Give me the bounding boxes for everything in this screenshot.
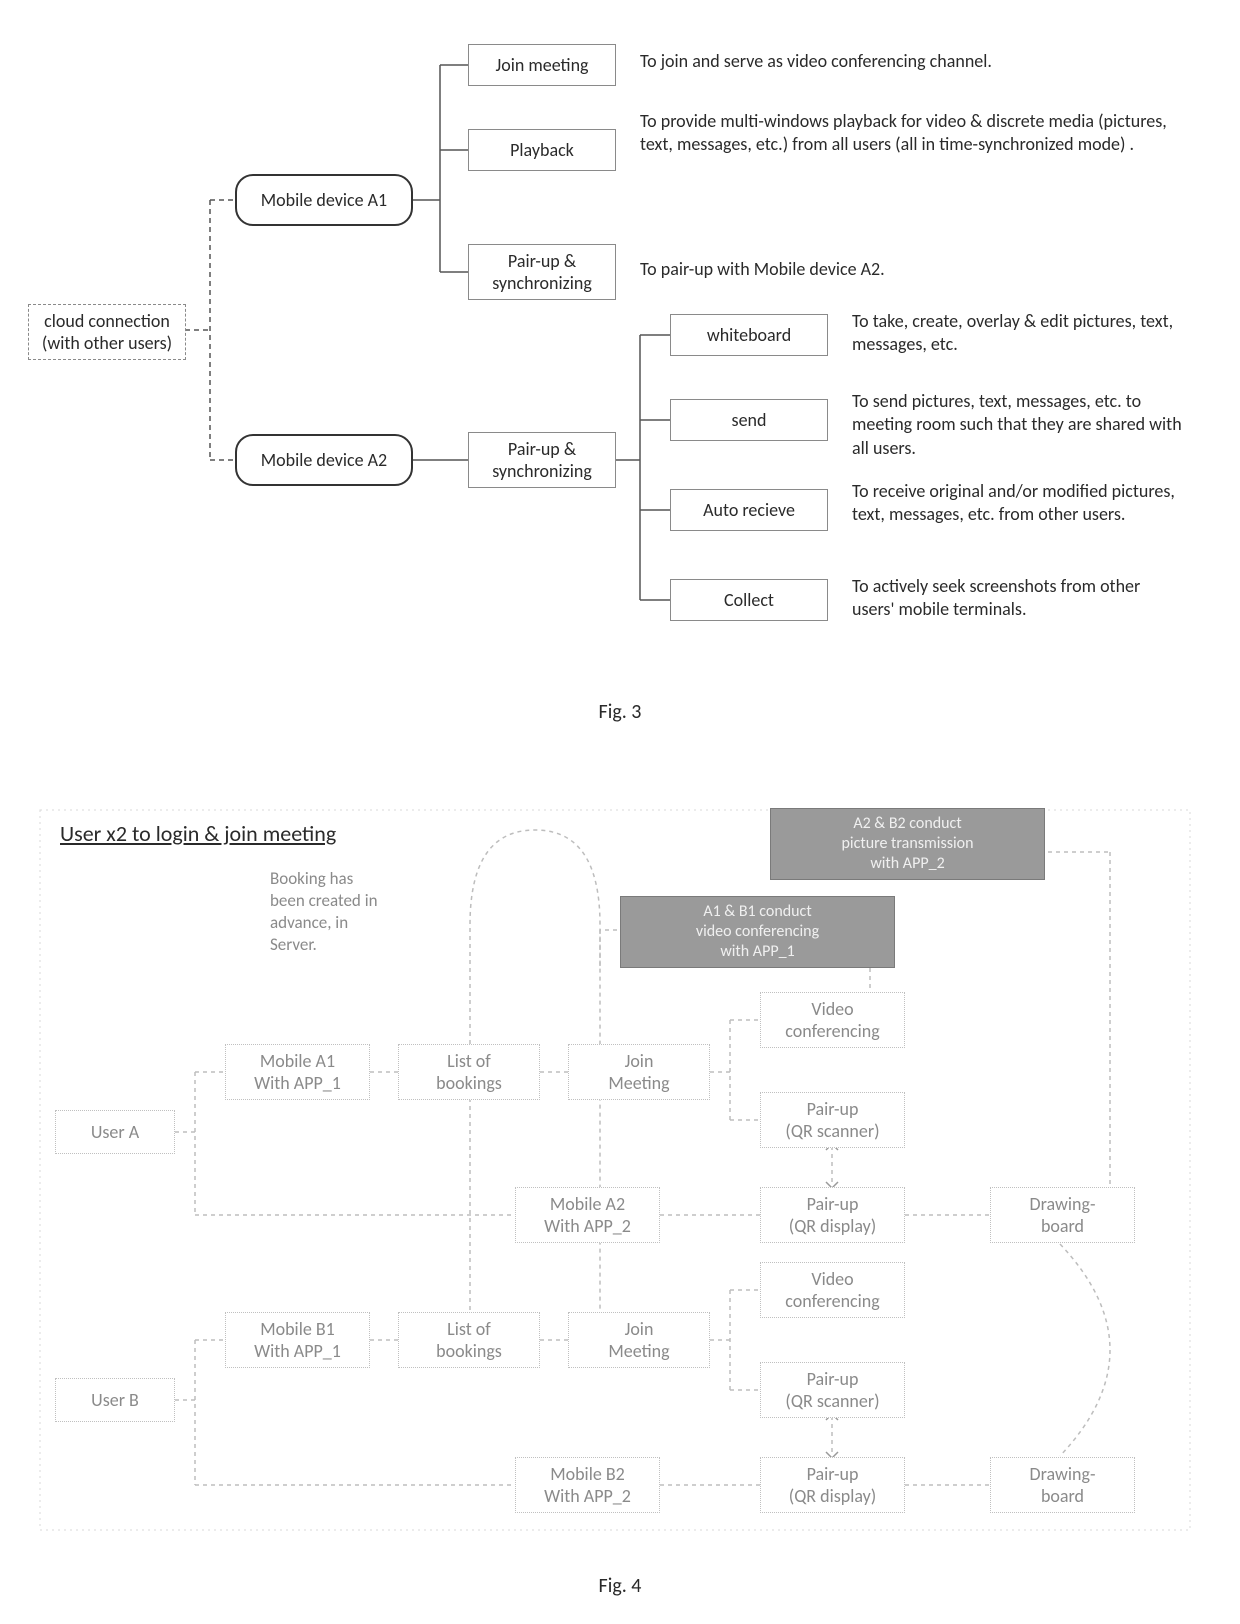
a1-join-desc: To join and serve as video conferencing … xyxy=(640,50,1200,73)
a2-send-box: send xyxy=(670,399,828,441)
mobile-a1-app-label: Mobile A1 With APP_1 xyxy=(254,1050,341,1095)
drawing-b-box: Drawing- board xyxy=(990,1457,1135,1513)
pair-scan-a-box: Pair-up (QR scanner) xyxy=(760,1092,905,1148)
pair-disp-b-box: Pair-up (QR display) xyxy=(760,1457,905,1513)
a2-auto-desc: To receive original and/or modified pict… xyxy=(852,480,1182,527)
join-b-box: Join Meeting xyxy=(568,1312,710,1368)
gray-callout-1: A1 & B1 conduct video conferencing with … xyxy=(620,896,895,968)
list-b-label: List of bookings xyxy=(436,1318,502,1363)
list-a-label: List of bookings xyxy=(436,1050,502,1095)
a2-send-desc: To send pictures, text, messages, etc. t… xyxy=(852,390,1182,460)
pair-disp-a-label: Pair-up (QR display) xyxy=(789,1193,877,1238)
mobile-b1-app-box: Mobile B1 With APP_1 xyxy=(225,1312,370,1368)
cloud-connection-label: cloud connection (with other users) xyxy=(37,310,177,355)
a2-whiteboard-box: whiteboard xyxy=(670,314,828,356)
join-b-label: Join Meeting xyxy=(608,1318,669,1363)
mobile-a1-box: Mobile device A1 xyxy=(235,174,413,226)
a1-pair-desc: To pair-up with Mobile device A2. xyxy=(640,258,1200,281)
drawing-a-label: Drawing- board xyxy=(1030,1193,1096,1238)
fig4-caption: Fig. 4 xyxy=(0,1574,1240,1598)
mobile-a2-app-box: Mobile A2 With APP_2 xyxy=(515,1187,660,1243)
video-a-label: Video conferencing xyxy=(785,998,879,1043)
mobile-b2-app-box: Mobile B2 With APP_2 xyxy=(515,1457,660,1513)
fig3-caption: Fig. 3 xyxy=(0,700,1240,724)
list-b-box: List of bookings xyxy=(398,1312,540,1368)
a2-whiteboard-label: whiteboard xyxy=(707,324,791,347)
pair-disp-a-box: Pair-up (QR display) xyxy=(760,1187,905,1243)
gray-callout-1-label: A1 & B1 conduct video conferencing with … xyxy=(696,902,819,962)
user-b-label: User B xyxy=(91,1389,139,1412)
list-a-box: List of bookings xyxy=(398,1044,540,1100)
user-a-label: User A xyxy=(91,1121,139,1144)
a2-whiteboard-desc: To take, create, overlay & edit pictures… xyxy=(852,310,1182,357)
a1-pair-box: Pair-up & synchronizing xyxy=(468,244,616,300)
join-a-label: Join Meeting xyxy=(608,1050,669,1095)
user-a-box: User A xyxy=(55,1110,175,1154)
pair-scan-b-label: Pair-up (QR scanner) xyxy=(785,1368,879,1413)
a1-join-label: Join meeting xyxy=(495,54,588,77)
a1-playback-desc: To provide multi-windows playback for vi… xyxy=(640,110,1200,157)
pair-disp-b-label: Pair-up (QR display) xyxy=(789,1463,877,1508)
cloud-connection-box: cloud connection (with other users) xyxy=(28,304,186,360)
a2-collect-desc: To actively seek screenshots from other … xyxy=(852,575,1182,622)
join-a-box: Join Meeting xyxy=(568,1044,710,1100)
video-b-label: Video conferencing xyxy=(785,1268,879,1313)
mobile-a2-app-label: Mobile A2 With APP_2 xyxy=(544,1193,631,1238)
a2-auto-box: Auto recieve xyxy=(670,489,828,531)
video-a-box: Video conferencing xyxy=(760,992,905,1048)
fig4-note: Booking has been created in advance, in … xyxy=(270,868,440,956)
user-b-box: User B xyxy=(55,1378,175,1422)
mobile-a1-label: Mobile device A1 xyxy=(261,189,387,212)
pair-scan-b-box: Pair-up (QR scanner) xyxy=(760,1362,905,1418)
drawing-a-box: Drawing- board xyxy=(990,1187,1135,1243)
pair-scan-a-label: Pair-up (QR scanner) xyxy=(785,1098,879,1143)
mobile-a1-app-box: Mobile A1 With APP_1 xyxy=(225,1044,370,1100)
mobile-b1-app-label: Mobile B1 With APP_1 xyxy=(254,1318,341,1363)
a1-join-box: Join meeting xyxy=(468,44,616,86)
drawing-b-label: Drawing- board xyxy=(1030,1463,1096,1508)
a2-pair-box: Pair-up & synchronizing xyxy=(468,432,616,488)
mobile-b2-app-label: Mobile B2 With APP_2 xyxy=(544,1463,631,1508)
gray-callout-2-label: A2 & B2 conduct picture transmission wit… xyxy=(842,814,974,874)
a2-send-label: send xyxy=(732,409,767,432)
a1-playback-box: Playback xyxy=(468,129,616,171)
a2-collect-box: Collect xyxy=(670,579,828,621)
mobile-a2-label: Mobile device A2 xyxy=(261,449,387,472)
video-b-box: Video conferencing xyxy=(760,1262,905,1318)
a2-pair-label: Pair-up & synchronizing xyxy=(477,438,607,483)
fig4-title: User x2 to login & join meeting xyxy=(60,820,336,849)
mobile-a2-box: Mobile device A2 xyxy=(235,434,413,486)
gray-callout-2: A2 & B2 conduct picture transmission wit… xyxy=(770,808,1045,880)
a1-pair-label: Pair-up & synchronizing xyxy=(477,250,607,295)
a2-auto-label: Auto recieve xyxy=(703,499,795,522)
fig4-lines xyxy=(0,0,1240,1624)
a2-collect-label: Collect xyxy=(724,589,774,612)
a1-playback-label: Playback xyxy=(510,139,574,162)
